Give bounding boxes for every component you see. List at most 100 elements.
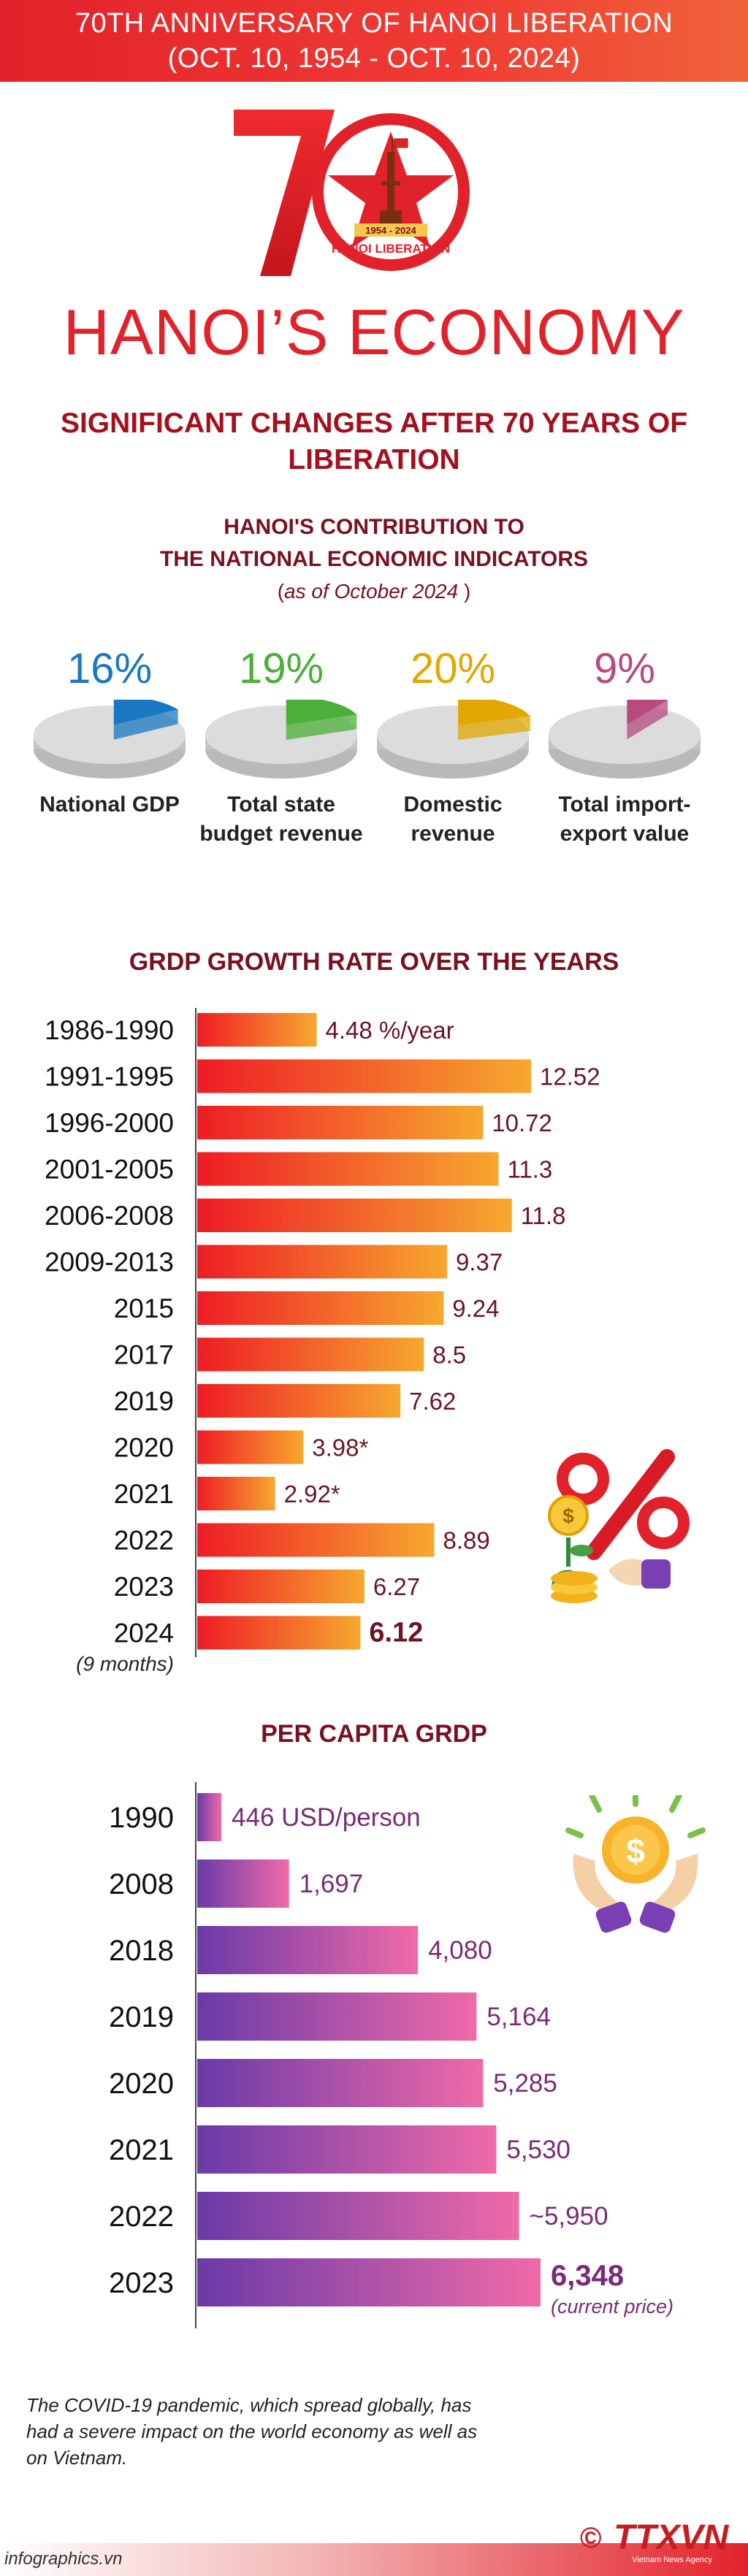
growth-category-label: 1991-1995 bbox=[45, 1062, 174, 1092]
per-capita-chart-title: PER CAPITA GRDP bbox=[261, 1720, 487, 1748]
growth-bar bbox=[197, 1384, 401, 1418]
contribution-percent: 16% bbox=[66, 645, 153, 692]
growth-category-label: 1996-2000 bbox=[45, 1108, 174, 1138]
contribution-item: 9% Total import-export value bbox=[537, 643, 712, 849]
growth-value-label: 7.62 bbox=[409, 1388, 456, 1415]
per-capita-category-label: 2019 bbox=[109, 2001, 174, 2033]
contribution-label: Domestic revenue bbox=[403, 792, 503, 846]
growth-bar bbox=[197, 1430, 304, 1464]
pie-chart-icon bbox=[205, 700, 357, 779]
growth-category-label: 2006-2008 bbox=[45, 1201, 174, 1231]
per-capita-category-label: 2023 bbox=[109, 2267, 174, 2299]
copyright-symbol: © bbox=[580, 2522, 601, 2554]
per-capita-value-label: 6,348 bbox=[551, 2260, 624, 2292]
per-capita-bar bbox=[197, 2192, 519, 2240]
contribution-item: 16% National GDP bbox=[22, 643, 197, 819]
growth-bar bbox=[197, 1245, 448, 1279]
footer-site-link[interactable]: infographics.vn bbox=[4, 2549, 123, 2569]
per-capita-note: (current price) bbox=[551, 2296, 673, 2317]
brand-name: TTXVN bbox=[614, 2518, 730, 2557]
pie-slice bbox=[458, 700, 530, 726]
growth-bar bbox=[197, 1106, 484, 1139]
growth-category-note: (9 months) bbox=[76, 1653, 174, 1675]
growth-value-label: 8.5 bbox=[432, 1342, 466, 1369]
contribution-title: HANOI'S CONTRIBUTION TO THE NATIONAL ECO… bbox=[0, 511, 748, 576]
per-capita-category-label: 1990 bbox=[109, 1802, 174, 1834]
growth-bar bbox=[197, 1616, 361, 1650]
logo-years: 1954 - 2024 bbox=[365, 225, 416, 236]
per-capita-value-label: 5,285 bbox=[493, 2069, 557, 2098]
footer-bar bbox=[0, 2543, 748, 2576]
pie-slice bbox=[286, 700, 357, 726]
per-capita-value-label: 446 USD/person bbox=[232, 1803, 421, 1832]
pie-chart-icon bbox=[377, 700, 530, 779]
growth-chart-title: GRDP GROWTH RATE OVER THE YEARS bbox=[129, 948, 619, 976]
growth-category-label: 2009-2013 bbox=[45, 1247, 174, 1277]
growth-category-label: 2024 bbox=[114, 1618, 174, 1648]
page-subtitle: SIGNIFICANT CHANGES AFTER 70 YEARS OF LI… bbox=[60, 408, 688, 475]
digit-seven-shape bbox=[234, 110, 335, 276]
ttxvn-brand-logo: © TTXVN Vietnam News Agency bbox=[580, 2518, 730, 2564]
per-capita-bar bbox=[197, 2258, 541, 2306]
contribution-note: (as of October 2024 ) bbox=[0, 578, 748, 605]
growth-bar bbox=[197, 1199, 512, 1232]
growth-value-label: 11.8 bbox=[521, 1202, 566, 1229]
money-hands-icon: $ bbox=[565, 1795, 706, 1933]
contribution-percent: 9% bbox=[594, 645, 655, 692]
growth-rate-chart: 1986-1990 4.48 %/year 1991-1995 12.52 1996-2… bbox=[45, 1008, 600, 1675]
contribution-label: Total state budget revenue bbox=[199, 792, 363, 846]
per-capita-category-label: 2022 bbox=[109, 2201, 174, 2233]
growth-value-label: 9.37 bbox=[456, 1249, 503, 1276]
contribution-percent: 20% bbox=[410, 645, 496, 692]
note-text: as of October 2024 bbox=[284, 580, 459, 603]
growth-category-label: 2020 bbox=[114, 1433, 174, 1463]
contribution-title-line-1: HANOI'S CONTRIBUTION TO bbox=[224, 515, 524, 539]
contribution-item: 19% Total state budget revenue bbox=[194, 643, 369, 849]
pie-chart-icon bbox=[34, 700, 186, 779]
note-close-paren: ) bbox=[463, 580, 471, 603]
growth-value-label: 2.92* bbox=[284, 1480, 340, 1507]
per-capita-chart: 1990 446 USD/person 2008 1,697 2018 4,080 2019… bbox=[109, 1782, 673, 2328]
contribution-percent: 19% bbox=[238, 645, 324, 692]
growth-value-label: 9.24 bbox=[452, 1295, 499, 1322]
svg-text:$: $ bbox=[626, 1832, 645, 1870]
growth-value-label: 3.98* bbox=[312, 1434, 368, 1461]
growth-bar bbox=[197, 1152, 499, 1186]
header-line-1: 70TH ANNIVERSARY OF HANOI LIBERATION bbox=[75, 8, 673, 39]
percent-coins-illustration-icon: $ bbox=[548, 1449, 690, 1603]
growth-value-label: 6.27 bbox=[373, 1573, 420, 1600]
growth-bar bbox=[197, 1291, 444, 1325]
growth-value-label: 6.12 bbox=[369, 1618, 423, 1648]
per-capita-bar bbox=[197, 2125, 497, 2174]
growth-value-label: 4.48 %/year bbox=[326, 1017, 454, 1044]
growth-value-label: 11.3 bbox=[507, 1156, 552, 1183]
contribution-title-line-2: THE NATIONAL ECONOMIC INDICATORS bbox=[159, 547, 589, 571]
per-capita-category-label: 2020 bbox=[109, 2068, 174, 2100]
header-line-2: (OCT. 10, 1954 - OCT. 10, 2024) bbox=[167, 43, 581, 74]
growth-bar bbox=[197, 1013, 317, 1047]
growth-value-label: 8.89 bbox=[443, 1527, 489, 1554]
growth-bar bbox=[197, 1337, 424, 1372]
note-open-paren: ( bbox=[277, 580, 285, 603]
growth-category-label: 2017 bbox=[114, 1340, 174, 1370]
per-capita-value-label: 5,164 bbox=[486, 2003, 551, 2031]
per-capita-value-label: 5,530 bbox=[506, 2136, 570, 2164]
growth-bar bbox=[197, 1570, 365, 1603]
growth-category-label: 2015 bbox=[114, 1293, 174, 1323]
growth-category-label: 2023 bbox=[114, 1572, 174, 1602]
growth-category-label: 1986-1990 bbox=[45, 1015, 174, 1045]
growth-value-label: 10.72 bbox=[492, 1109, 552, 1136]
page-title: HANOI’S ECONOMY bbox=[63, 296, 685, 368]
per-capita-category-label: 2021 bbox=[109, 2134, 174, 2166]
per-capita-bar bbox=[197, 1793, 222, 1841]
svg-text:$: $ bbox=[562, 1505, 574, 1527]
contribution-item: 20% Domestic revenue bbox=[365, 643, 541, 849]
per-capita-bar bbox=[197, 1860, 289, 1908]
pie-chart-icon bbox=[549, 700, 701, 779]
logo-caption: HANOI LIBERATION bbox=[332, 242, 450, 256]
per-capita-category-label: 2018 bbox=[109, 1935, 174, 1967]
anniversary-logo: 1954 - 2024 HANOI LIBERATION bbox=[234, 110, 470, 276]
per-capita-bar bbox=[197, 1992, 477, 2041]
header-banner: 70TH ANNIVERSARY OF HANOI LIBERATION (OC… bbox=[0, 0, 748, 82]
per-capita-category-label: 2008 bbox=[109, 1868, 174, 1900]
